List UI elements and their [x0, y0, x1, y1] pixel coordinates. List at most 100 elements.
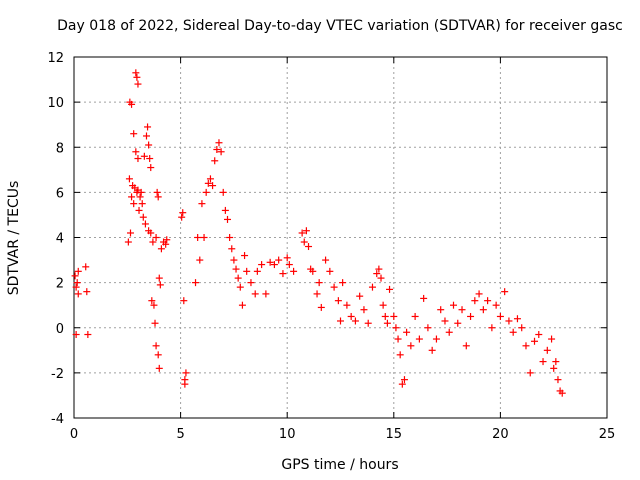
data-point [138, 200, 146, 208]
data-point [467, 312, 475, 320]
data-point [330, 283, 338, 291]
data-point [379, 301, 387, 309]
data-point [137, 188, 145, 196]
data-point [337, 317, 344, 325]
data-point [219, 188, 227, 196]
data-point [153, 188, 161, 196]
data-point [217, 148, 225, 156]
data-point [513, 315, 521, 323]
data-point [236, 283, 244, 291]
data-point [526, 369, 534, 377]
data-point [253, 267, 261, 275]
data-point [428, 346, 436, 354]
data-point [135, 206, 143, 214]
data-point [309, 267, 317, 275]
data-point [518, 324, 526, 332]
data-point [283, 254, 291, 262]
data-point [535, 331, 543, 339]
data-point [488, 324, 496, 332]
data-point [368, 283, 376, 291]
y-tick-label: 10 [47, 96, 64, 111]
data-point [155, 274, 163, 282]
data-point [390, 312, 398, 320]
data-point [152, 342, 160, 350]
x-axis-label: GPS time / hours [281, 457, 398, 473]
data-point [221, 206, 229, 214]
data-point [290, 267, 298, 275]
data-point [279, 270, 287, 278]
data-point [266, 258, 274, 266]
data-point [140, 152, 148, 160]
data-points [71, 69, 566, 397]
data-point [200, 234, 208, 241]
data-point [558, 389, 566, 397]
data-point [230, 256, 238, 264]
data-point [128, 100, 136, 108]
data-point [377, 274, 385, 282]
data-point [132, 148, 140, 156]
data-point [126, 229, 134, 237]
data-point [445, 328, 453, 336]
data-point [234, 274, 242, 282]
data-point [145, 141, 153, 149]
data-point [238, 301, 246, 309]
data-point [125, 175, 133, 183]
data-point [156, 281, 164, 289]
data-point [146, 155, 154, 163]
data-point [258, 261, 266, 269]
data-point [458, 306, 466, 314]
data-point [133, 73, 141, 81]
data-point [139, 213, 147, 221]
data-point [509, 328, 517, 336]
data-point [285, 261, 293, 269]
data-point [396, 351, 404, 359]
y-tick-label: 2 [56, 277, 64, 292]
data-point [407, 342, 415, 350]
data-point [84, 331, 92, 339]
data-point [531, 337, 539, 345]
data-point [134, 80, 142, 88]
data-point [82, 263, 90, 271]
y-tick-label: 12 [47, 51, 64, 66]
data-point [462, 342, 470, 350]
data-point [247, 279, 255, 287]
x-tick-label: 25 [599, 427, 616, 442]
y-tick-label: 4 [56, 232, 64, 247]
data-point [302, 227, 310, 235]
data-point [71, 272, 79, 280]
data-point [130, 200, 138, 208]
data-point [437, 306, 445, 314]
data-point [522, 342, 530, 350]
x-tick-label: 20 [492, 427, 509, 442]
data-point [157, 245, 165, 253]
data-point [403, 328, 411, 336]
data-point [134, 155, 142, 163]
data-point [270, 261, 278, 269]
axis-ticks: 0 5 10 15 20 25 -4 -2 0 2 4 6 8 10 12 [47, 51, 615, 442]
data-point [152, 234, 160, 241]
x-tick-label: 15 [386, 427, 403, 442]
data-point [275, 256, 283, 264]
data-point [420, 294, 428, 302]
data-point [74, 267, 82, 275]
data-point [147, 229, 155, 237]
data-point [196, 256, 204, 264]
data-point [142, 132, 150, 140]
x-tick-label: 5 [176, 427, 184, 442]
data-point [154, 351, 162, 359]
y-tick-label: -4 [51, 412, 64, 427]
chart-title: Day 018 of 2022, Sidereal Day-to-day VTE… [57, 18, 623, 34]
y-tick-label: 0 [56, 322, 64, 337]
data-point [148, 297, 156, 305]
x-tick-label: 0 [70, 427, 78, 442]
data-point [475, 290, 483, 298]
data-point [72, 331, 80, 339]
data-point [356, 292, 364, 300]
data-point [550, 364, 558, 372]
data-point [411, 312, 419, 320]
data-point [317, 303, 325, 311]
data-point [392, 324, 400, 332]
data-point [454, 319, 462, 327]
data-point [215, 139, 223, 147]
